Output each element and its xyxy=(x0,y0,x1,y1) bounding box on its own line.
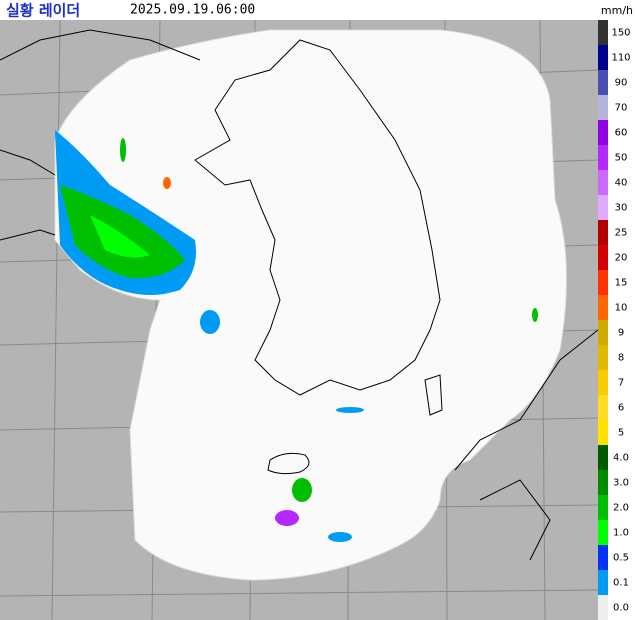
legend-swatch xyxy=(598,470,608,495)
legend-label: 60 xyxy=(615,128,628,139)
legend-swatch xyxy=(598,345,608,370)
legend-label: 25 xyxy=(615,228,628,239)
legend-label: 10 xyxy=(615,303,628,314)
rain-area xyxy=(60,185,185,279)
legend-label: 2.0 xyxy=(613,503,629,514)
legend-label: 15 xyxy=(615,278,628,289)
legend-swatch xyxy=(598,270,608,295)
legend-swatch xyxy=(598,295,608,320)
legend-swatch xyxy=(598,545,608,570)
legend-label: 8 xyxy=(618,353,624,364)
legend-label: 0.5 xyxy=(613,553,629,564)
legend-swatch xyxy=(598,120,608,145)
legend-label: 150 xyxy=(611,28,630,39)
legend-swatch xyxy=(598,495,608,520)
legend-label: 20 xyxy=(615,253,628,264)
timestamp: 2025.09.19.06:00 xyxy=(130,3,255,18)
rain-cell xyxy=(200,310,220,334)
legend-swatch xyxy=(598,520,608,545)
legend-swatch xyxy=(598,220,608,245)
legend-label: 30 xyxy=(615,203,628,214)
legend-label: 6 xyxy=(618,403,624,414)
legend-swatch xyxy=(598,195,608,220)
legend-swatch xyxy=(598,245,608,270)
legend-swatch xyxy=(598,370,608,395)
legend-swatch xyxy=(598,395,608,420)
legend-label: 40 xyxy=(615,178,628,189)
legend-swatch xyxy=(598,595,608,620)
rain-cell xyxy=(532,308,538,322)
rain-cell xyxy=(328,532,352,542)
rain-cell xyxy=(120,138,126,162)
legend-label: 0.1 xyxy=(613,578,629,589)
legend-swatch xyxy=(598,20,608,45)
rain-area xyxy=(90,215,150,258)
precipitation xyxy=(55,130,538,542)
legend-swatch xyxy=(598,95,608,120)
legend-label: 5 xyxy=(618,428,624,439)
legend-label: 7 xyxy=(618,378,624,389)
rain-cell xyxy=(292,478,312,502)
legend-swatch xyxy=(598,70,608,95)
legend: 150 110 90 70 60 50 40 30 25 20 15 10 9 8 7 6 5 4.0 3.0 2.0… xyxy=(598,20,631,620)
legend-swatch xyxy=(598,570,608,595)
title: 실황 레이더 xyxy=(6,2,80,20)
rain-cell xyxy=(275,510,299,526)
legend-label: 1.0 xyxy=(613,528,629,539)
legend-swatch xyxy=(598,320,608,345)
legend-swatch xyxy=(598,145,608,170)
unit: mm/h xyxy=(601,4,633,17)
legend-label: 110 xyxy=(611,53,630,64)
legend-label: 70 xyxy=(615,103,628,114)
legend-swatch xyxy=(598,45,608,70)
rain-cell xyxy=(336,407,364,413)
rain-cell xyxy=(163,177,171,189)
legend-label: 9 xyxy=(618,328,624,339)
legend-swatch xyxy=(598,420,608,445)
legend-label: 0.0 xyxy=(613,603,629,614)
legend-label: 50 xyxy=(615,153,628,164)
legend-label: 90 xyxy=(615,78,628,89)
legend-label: 4.0 xyxy=(613,453,629,464)
legend-swatch xyxy=(598,170,608,195)
coastline xyxy=(0,29,599,561)
legend-label: 3.0 xyxy=(613,478,629,489)
radar-coverage xyxy=(54,29,567,581)
legend-swatch xyxy=(598,445,608,470)
